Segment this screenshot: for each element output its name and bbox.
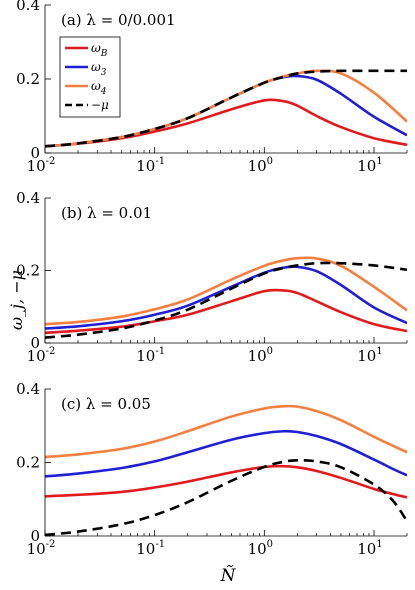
x-tick-label: 10-2 (27, 156, 56, 175)
y-axis-label: ω_j, −μ (7, 270, 26, 330)
x-axis-label: Ñ (220, 565, 237, 586)
y-tick-label: 0.4 (16, 0, 40, 14)
panel-title: (c) λ = 0.05 (61, 395, 151, 413)
y-tick-label: 0 (30, 527, 40, 545)
x-tick-label: 10-2 (27, 539, 56, 558)
series-line-omega-4 (45, 404, 407, 459)
x-tick-label: 100 (248, 346, 273, 365)
series-line-omega-b (45, 288, 407, 335)
y-tick-label: 0.4 (16, 189, 40, 207)
series-line-omega-4 (45, 256, 407, 326)
y-tick-label: 0.2 (16, 70, 40, 88)
series-group (45, 404, 407, 536)
panels: 10-2 10-1 100 101 0 0.2 0.4 (a) λ = 0/0.001 10-2… (16, 0, 408, 558)
x-tick-label: 10-2 (27, 346, 56, 365)
x-tick-label: 10-1 (136, 156, 165, 175)
panel-title: (a) λ = 0/0.001 (61, 11, 176, 29)
x-tick-label: 10-1 (136, 346, 165, 365)
plot-area (45, 389, 407, 536)
legend-label-omega-3: ω3 (91, 60, 107, 78)
legend-label-omega-4: ω4 (91, 79, 107, 97)
y-tick-label: 0.2 (16, 262, 40, 280)
series-line-neg-mu (45, 261, 407, 339)
series-group (45, 256, 407, 339)
y-tick-label: 0 (30, 144, 40, 162)
x-tick-label: 10-1 (136, 539, 165, 558)
series-line-neg-mu (45, 69, 407, 148)
x-tick-label: 101 (357, 539, 382, 558)
x-tick-label: 100 (248, 539, 273, 558)
legend-label-omega-b: ωB (91, 41, 108, 59)
y-tick-label: 0 (30, 334, 40, 352)
panel-c: 10-2 10-1 100 101 0 0.2 0.4 (c) λ = 0.05 (16, 380, 408, 558)
x-tick-label: 101 (357, 156, 382, 175)
legend-label-neg-mu: −μ (91, 98, 109, 112)
panel-title: (b) λ = 0.01 (61, 204, 152, 222)
series-group (45, 69, 407, 148)
series-line-omega-3 (45, 429, 407, 478)
x-tick-label: 100 (248, 156, 273, 175)
y-tick-label: 0.2 (16, 454, 40, 472)
panel-b: 10-2 10-1 100 101 0 0.2 0.4 (b) λ = 0.01 (16, 189, 408, 365)
y-tick-label: 0.4 (16, 380, 40, 398)
legend-box (59, 36, 121, 118)
series-line-omega-b (45, 464, 407, 499)
x-tick-label: 101 (357, 346, 382, 365)
series-line-neg-mu (45, 458, 407, 536)
